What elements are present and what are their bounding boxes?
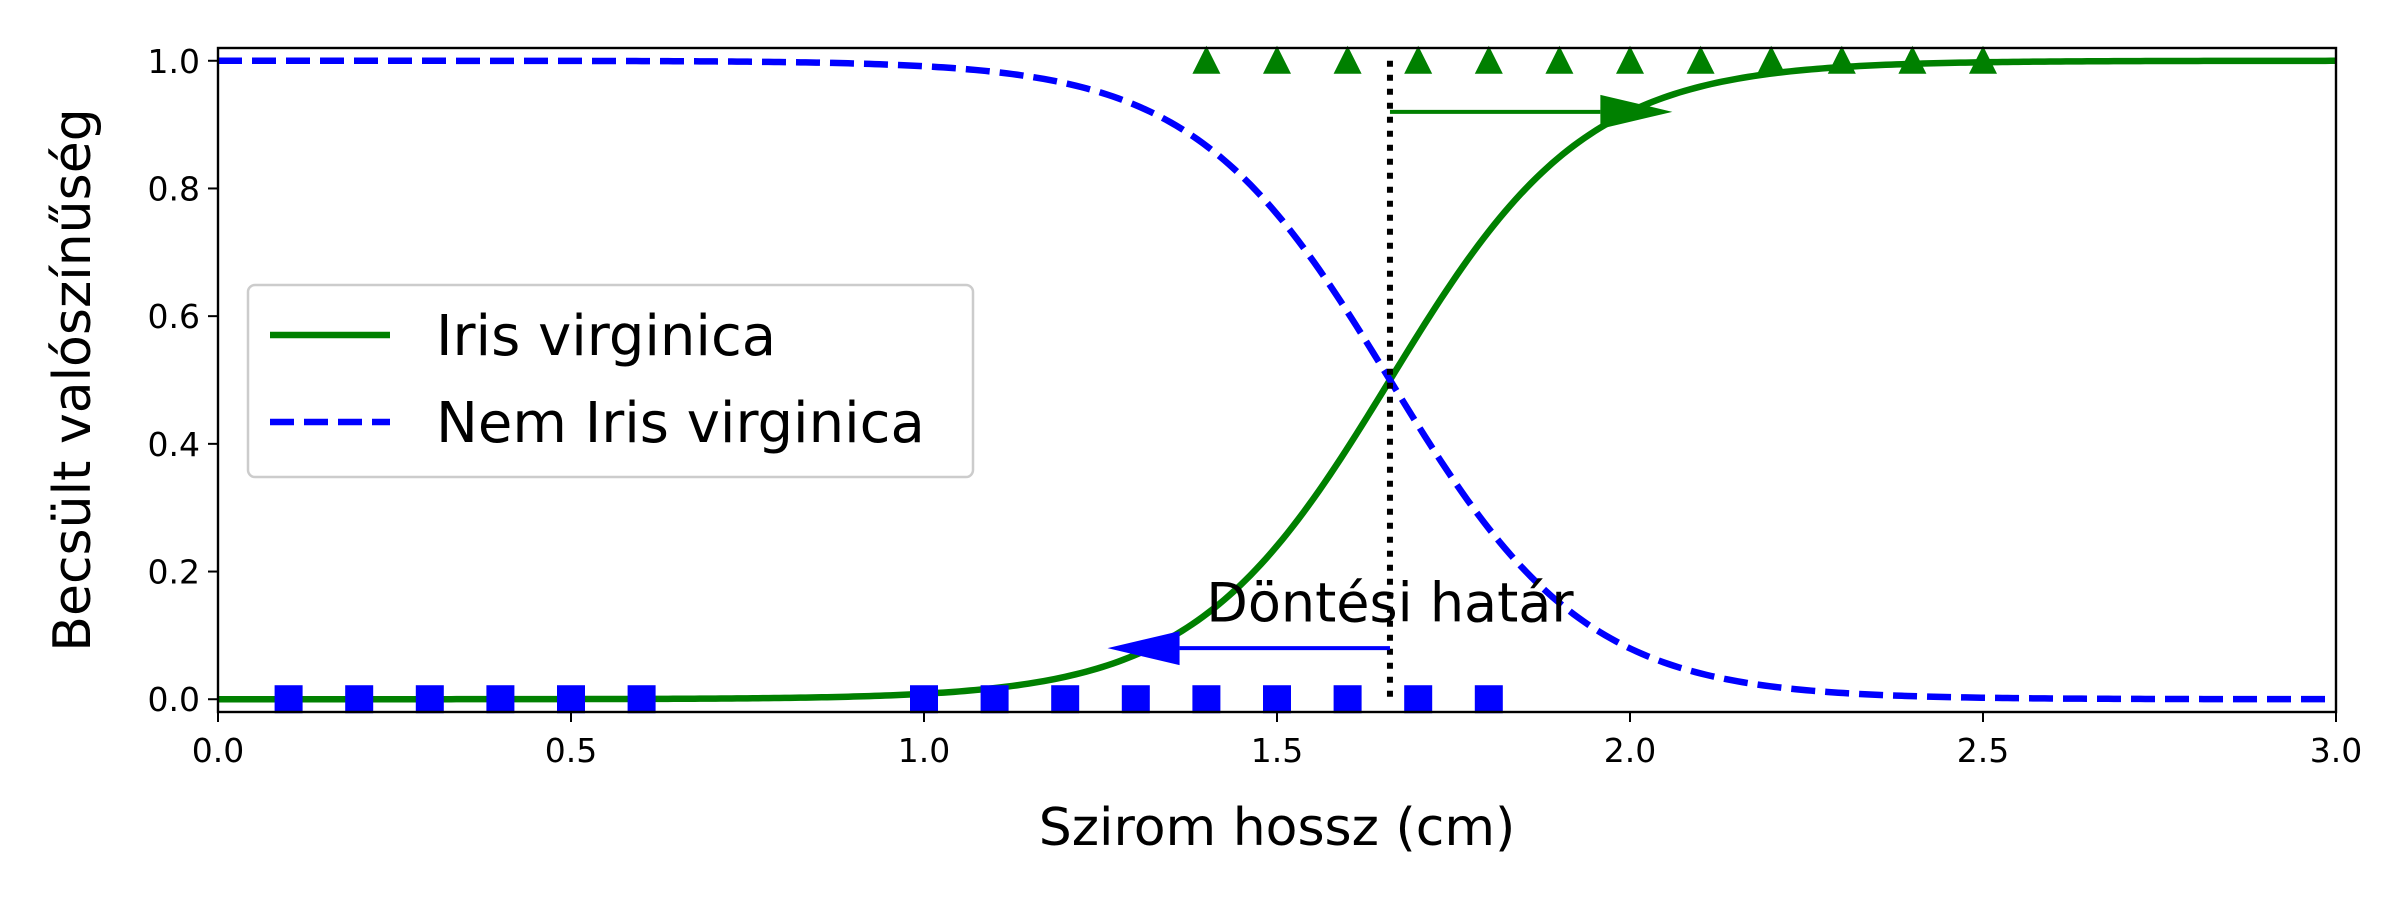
marker-square-10	[1192, 685, 1221, 714]
marker-square-7	[980, 685, 1009, 714]
marker-triangle-5	[1545, 45, 1574, 74]
marker-square-11	[1263, 685, 1291, 714]
legend: Iris virginica Nem Iris virginica	[246, 283, 975, 479]
legend-label-0: Iris virginica	[436, 304, 776, 369]
y-tick-label-2: 0.4	[148, 425, 200, 464]
legend-label-1: Nem Iris virginica	[436, 391, 925, 456]
x-axis-ticks: 0.0 0.5 1.0 1.5 2.0 2.5 3.0	[192, 712, 2362, 770]
marker-triangle-4	[1474, 45, 1503, 74]
marker-square-12	[1333, 685, 1362, 714]
legend-box	[246, 283, 975, 479]
marker-triangle-0	[1192, 45, 1221, 74]
y-tick-label-3: 0.6	[148, 297, 200, 336]
y-tick-label-1: 0.2	[148, 553, 200, 592]
x-axis-title: Szirom hossz (cm)	[1039, 798, 1516, 858]
plot-clip-group	[218, 45, 2336, 714]
marker-triangle-8	[1757, 45, 1786, 74]
marker-triangle-3	[1404, 45, 1433, 74]
marker-square-8	[1051, 685, 1080, 714]
marker-square-14	[1474, 685, 1503, 714]
y-tick-label-0: 0.0	[148, 680, 200, 719]
decision-boundary-label: Döntési határ	[1206, 571, 1574, 634]
arrow-head-1	[1107, 631, 1180, 666]
marker-square-13	[1404, 685, 1433, 714]
x-tick-label-4: 2.0	[1604, 731, 1656, 770]
x-tick-label-5: 2.5	[1957, 731, 2009, 770]
marker-square-9	[1121, 685, 1150, 714]
marker-square-4	[557, 685, 585, 714]
marker-triangle-11	[1969, 45, 1997, 74]
arrows-layer	[1107, 94, 1673, 666]
y-axis-title: Becsült valószínűség	[43, 108, 103, 651]
markers-layer	[274, 45, 1997, 714]
marker-triangle-6	[1616, 45, 1644, 74]
marker-square-6	[910, 685, 938, 714]
x-tick-label-3: 1.5	[1251, 731, 1303, 770]
marker-triangle-1	[1263, 45, 1291, 74]
x-tick-label-1: 0.5	[545, 731, 597, 770]
marker-square-3	[486, 685, 515, 714]
marker-square-2	[415, 685, 444, 714]
y-tick-label-5: 1.0	[148, 42, 200, 81]
x-tick-label-6: 3.0	[2310, 731, 2362, 770]
marker-square-1	[345, 685, 374, 714]
marker-triangle-7	[1686, 45, 1715, 74]
marker-square-5	[627, 685, 656, 714]
marker-square-0	[274, 685, 303, 714]
marker-triangle-10	[1898, 45, 1927, 74]
y-axis-ticks: 0.0 0.2 0.4 0.6 0.8 1.0	[148, 42, 218, 719]
marker-triangle-9	[1827, 45, 1856, 74]
x-tick-label-2: 1.0	[898, 731, 950, 770]
series-line-nem-iris-virginica	[218, 57, 2336, 703]
marker-triangle-2	[1333, 45, 1362, 74]
x-tick-label-0: 0.0	[192, 731, 244, 770]
arrow-head-0	[1600, 94, 1673, 129]
y-tick-label-4: 0.8	[148, 169, 200, 208]
